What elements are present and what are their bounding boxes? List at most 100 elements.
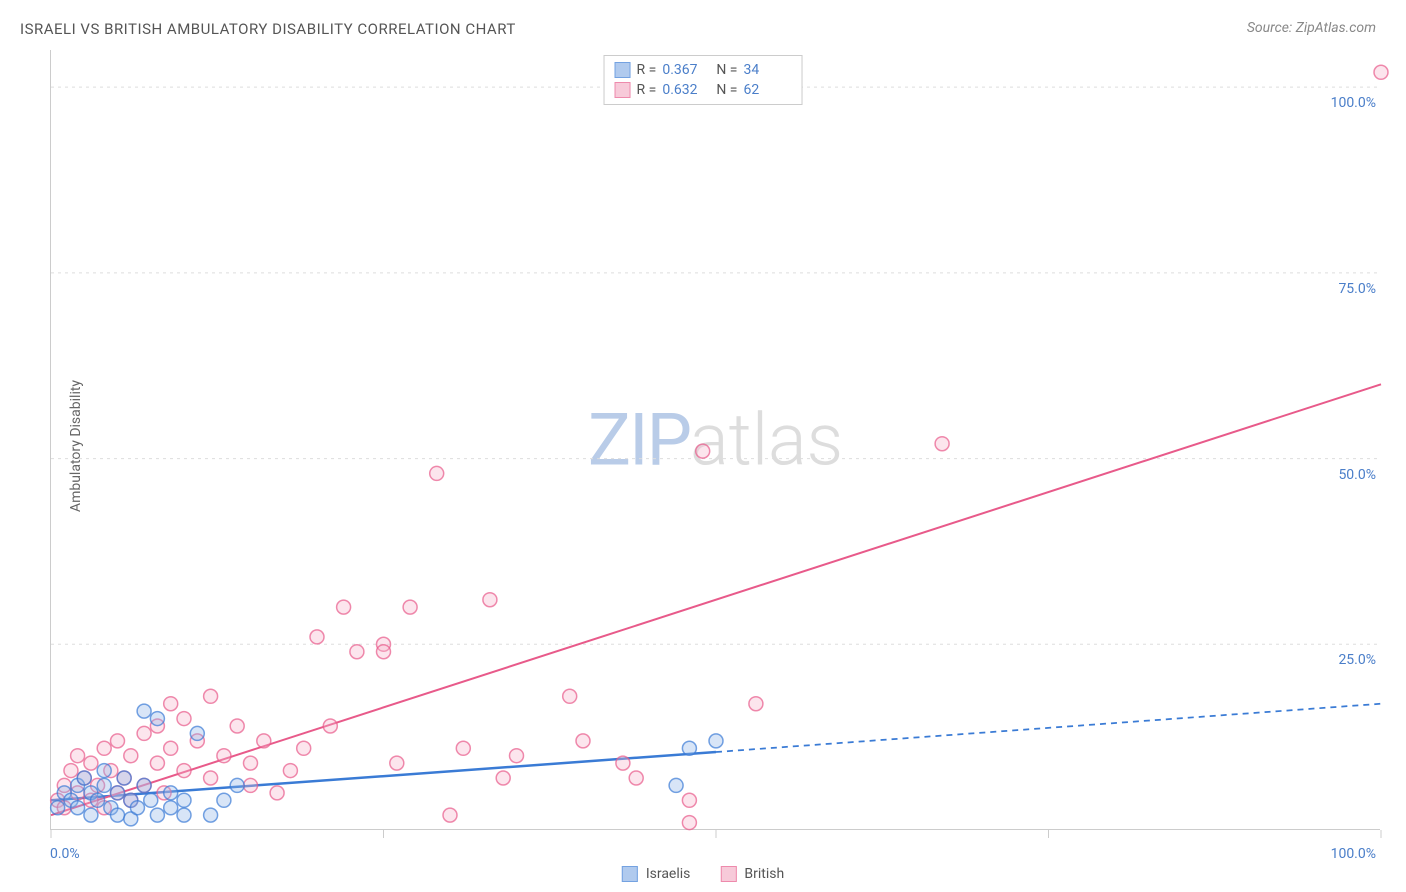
- data-point-british: [230, 719, 244, 733]
- data-point-british: [310, 630, 324, 644]
- data-point-british: [483, 593, 497, 607]
- swatch-british: [720, 866, 736, 882]
- data-point-british: [443, 808, 457, 822]
- plot-area: ZIPatlas: [50, 50, 1380, 830]
- chart-title: ISRAELI VS BRITISH AMBULATORY DISABILITY…: [20, 20, 516, 38]
- series-legend: Israelis British: [622, 866, 784, 882]
- data-point-israelis: [117, 771, 131, 785]
- chart-svg: [51, 50, 1380, 829]
- data-point-british: [97, 741, 111, 755]
- data-point-israelis: [130, 801, 144, 815]
- correlation-row-israelis: R = 0.367 N = 34: [615, 60, 792, 80]
- data-point-british: [204, 771, 218, 785]
- x-axis-origin-label: 0.0%: [50, 846, 80, 862]
- data-point-british: [84, 756, 98, 770]
- data-point-israelis: [137, 778, 151, 792]
- data-point-israelis: [204, 808, 218, 822]
- r-prefix: R =: [637, 82, 657, 98]
- legend-item-israelis: Israelis: [622, 866, 691, 882]
- correlation-row-british: R = 0.632 N = 62: [615, 80, 792, 100]
- n-prefix: N =: [716, 62, 737, 78]
- data-point-british: [616, 756, 630, 770]
- data-point-british: [390, 756, 404, 770]
- n-prefix: N =: [716, 82, 737, 98]
- legend-item-british: British: [720, 866, 784, 882]
- x-axis-max-label: 100.0%: [1331, 846, 1376, 862]
- data-point-british: [137, 726, 151, 740]
- data-point-israelis: [97, 778, 111, 792]
- data-point-israelis: [709, 734, 723, 748]
- swatch-israelis: [622, 866, 638, 882]
- data-point-israelis: [164, 786, 178, 800]
- data-point-british: [244, 778, 258, 792]
- data-point-british: [270, 786, 284, 800]
- data-point-british: [1374, 65, 1388, 79]
- data-point-israelis: [77, 771, 91, 785]
- data-point-israelis: [111, 786, 125, 800]
- data-point-israelis: [177, 793, 191, 807]
- data-point-british: [177, 712, 191, 726]
- data-point-israelis: [669, 778, 683, 792]
- data-point-british: [111, 734, 125, 748]
- r-value-israelis: 0.367: [662, 62, 710, 78]
- y-tick-label: 100.0%: [1331, 95, 1376, 111]
- data-point-british: [71, 749, 85, 763]
- data-point-british: [377, 645, 391, 659]
- swatch-israelis: [615, 62, 631, 78]
- y-tick-label: 25.0%: [1338, 652, 1376, 668]
- n-value-british: 62: [743, 82, 791, 98]
- data-point-israelis: [144, 793, 158, 807]
- data-point-israelis: [150, 712, 164, 726]
- data-point-british: [297, 741, 311, 755]
- data-point-israelis: [190, 726, 204, 740]
- trend-line-dashed-israelis: [716, 704, 1381, 752]
- r-prefix: R =: [637, 62, 657, 78]
- r-value-british: 0.632: [662, 82, 710, 98]
- data-point-british: [696, 444, 710, 458]
- data-point-british: [403, 600, 417, 614]
- data-point-british: [456, 741, 470, 755]
- data-point-israelis: [177, 808, 191, 822]
- data-point-british: [510, 749, 524, 763]
- data-point-british: [323, 719, 337, 733]
- data-point-israelis: [84, 808, 98, 822]
- data-point-israelis: [111, 808, 125, 822]
- data-point-british: [430, 466, 444, 480]
- trend-line-british: [51, 384, 1381, 815]
- data-point-israelis: [97, 764, 111, 778]
- data-point-british: [629, 771, 643, 785]
- data-point-israelis: [217, 793, 231, 807]
- data-point-israelis: [230, 778, 244, 792]
- correlation-legend: R = 0.367 N = 34 R = 0.632 N = 62: [604, 55, 803, 105]
- legend-label-israelis: Israelis: [646, 866, 691, 882]
- swatch-british: [615, 82, 631, 98]
- data-point-british: [257, 734, 271, 748]
- data-point-british: [563, 689, 577, 703]
- data-point-israelis: [91, 793, 105, 807]
- data-point-british: [682, 793, 696, 807]
- data-point-british: [283, 764, 297, 778]
- data-point-british: [124, 749, 138, 763]
- data-point-british: [337, 600, 351, 614]
- data-point-british: [496, 771, 510, 785]
- data-point-british: [177, 764, 191, 778]
- data-point-british: [164, 741, 178, 755]
- data-point-israelis: [150, 808, 164, 822]
- data-point-israelis: [137, 704, 151, 718]
- source-label: Source: ZipAtlas.com: [1247, 20, 1376, 36]
- data-point-british: [244, 756, 258, 770]
- legend-label-british: British: [744, 866, 784, 882]
- data-point-israelis: [71, 801, 85, 815]
- n-value-israelis: 34: [743, 62, 791, 78]
- y-tick-label: 50.0%: [1338, 467, 1376, 483]
- data-point-british: [576, 734, 590, 748]
- data-point-british: [749, 697, 763, 711]
- data-point-british: [164, 697, 178, 711]
- data-point-british: [204, 689, 218, 703]
- data-point-british: [64, 764, 78, 778]
- data-point-british: [150, 756, 164, 770]
- data-point-british: [350, 645, 364, 659]
- data-point-british: [682, 816, 696, 830]
- data-point-british: [217, 749, 231, 763]
- data-point-israelis: [682, 741, 696, 755]
